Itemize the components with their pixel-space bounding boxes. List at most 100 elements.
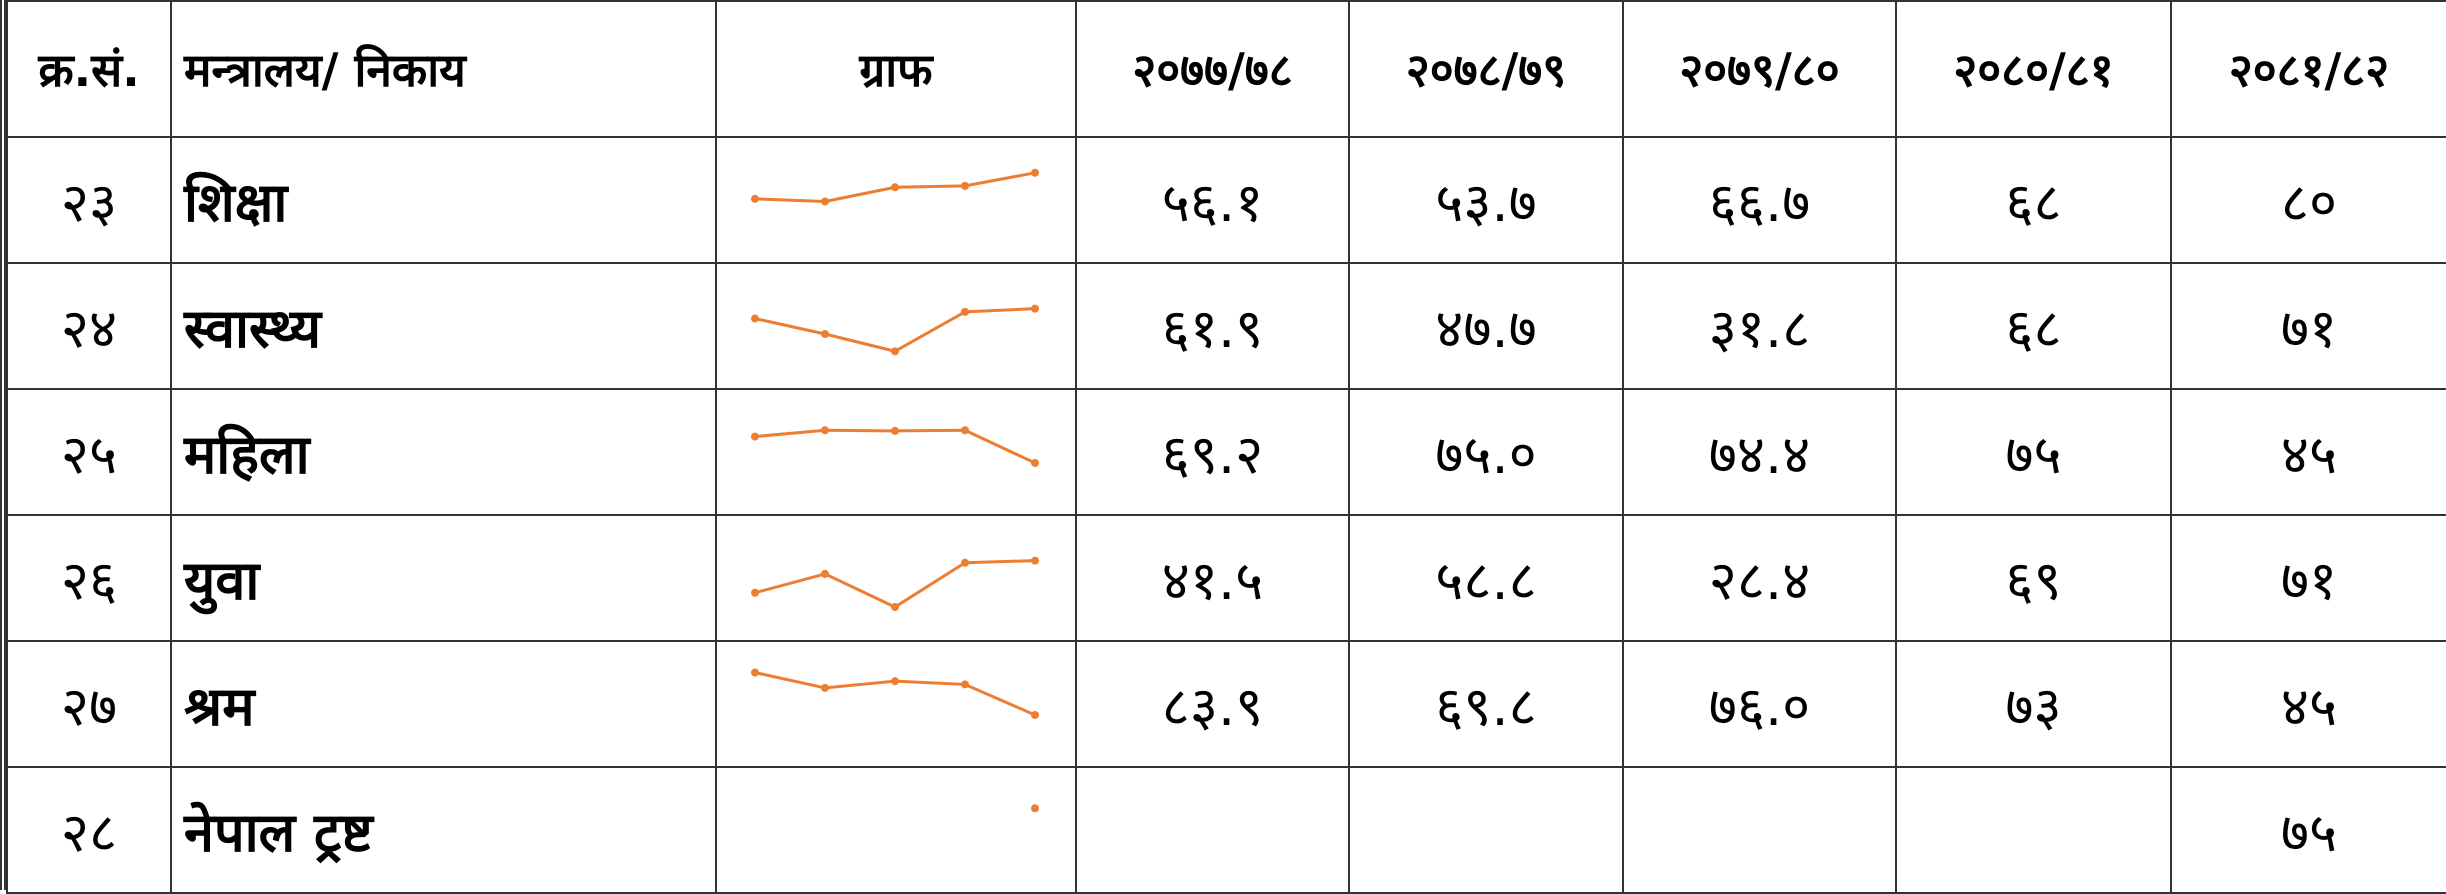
value-cell: ६६.७ — [1622, 136, 1897, 264]
value-cell: ७६.० — [1622, 640, 1897, 768]
graph-cell — [715, 262, 1077, 390]
value-cell: ५६.१ — [1075, 136, 1350, 264]
spark-point — [1031, 556, 1039, 565]
graph-cell — [715, 136, 1077, 264]
spark-point — [891, 603, 899, 612]
value-cell: ७५.० — [1348, 388, 1624, 516]
serial-cell: २३ — [6, 136, 172, 264]
name-cell: शिक्षा — [170, 136, 717, 264]
value-cell: ६८ — [1895, 262, 2172, 390]
table-row: २७ श्रम ८३.९ ६९.८ ७६.० ७३ ४५ — [6, 640, 2446, 768]
header-cell: ग्राफ — [715, 0, 1077, 138]
name-cell: स्वास्थ्य — [170, 262, 717, 390]
spark-point — [751, 668, 759, 677]
value-cell: ७१ — [2170, 514, 2446, 642]
serial-cell: २४ — [6, 262, 172, 390]
graph-cell — [715, 640, 1077, 768]
spark-point — [821, 426, 829, 435]
serial-cell: २८ — [6, 766, 172, 894]
spark-point — [751, 432, 759, 441]
table-row: २३ शिक्षा ५६.१ ५३.७ ६६.७ ६८ ८० — [6, 136, 2446, 264]
table-row: २४ स्वास्थ्य ६१.९ ४७.७ ३१.८ ६८ ७१ — [6, 262, 2446, 390]
value-cell: ६१.९ — [1075, 262, 1350, 390]
spark-point — [821, 197, 829, 206]
spark-point — [1031, 304, 1039, 313]
table-row: २६ युवा ४१.५ ५८.८ २८.४ ६९ ७१ — [6, 514, 2446, 642]
sparkline — [1031, 804, 1039, 813]
header-cell: २०८१/८२ — [2170, 0, 2446, 138]
spark-point — [891, 677, 899, 686]
value-cell: ५८.८ — [1348, 514, 1624, 642]
spark-point — [751, 588, 759, 597]
value-cell — [1622, 766, 1897, 894]
name-cell: श्रम — [170, 640, 717, 768]
value-cell: ३१.८ — [1622, 262, 1897, 390]
spark-point — [891, 347, 899, 356]
spark-point — [961, 181, 969, 190]
header-row: क्र.सं. मन्त्रालय/ निकाय ग्राफ २०७७/७८ २०७८/… — [6, 0, 2446, 138]
table-row: २५ महिला ६९.२ ७५.० ७४.४ ७५ ४५ — [6, 388, 2446, 516]
header-cell: २०८०/८१ — [1895, 0, 2172, 138]
header-cell: क्र.सं. — [6, 0, 172, 138]
spark-point — [821, 569, 829, 578]
value-cell: ८३.९ — [1075, 640, 1350, 768]
spark-point — [961, 558, 969, 567]
value-cell: ८० — [2170, 136, 2446, 264]
value-cell — [1348, 766, 1624, 894]
value-cell: ६९.२ — [1075, 388, 1350, 516]
spark-point — [961, 426, 969, 435]
spark-point — [1031, 168, 1039, 177]
table-body: २३ शिक्षा ५६.१ ५३.७ ६६.७ ६८ ८० २४ स्वास्थ्य ६१.९ ४… — [6, 136, 2446, 894]
value-cell: ७५ — [2170, 766, 2446, 894]
value-cell: ७४.४ — [1622, 388, 1897, 516]
spark-line — [754, 307, 1036, 353]
sparkline — [751, 668, 1039, 719]
graph-cell — [715, 514, 1077, 642]
name-cell: नेपाल ट्रष्ट — [170, 766, 717, 894]
spark-point — [1031, 804, 1039, 813]
sparkline — [751, 426, 1039, 467]
graph-cell — [715, 766, 1077, 894]
spark-line — [754, 559, 1036, 609]
header-cell: मन्त्रालय/ निकाय — [170, 0, 717, 138]
graph-cell — [715, 388, 1077, 516]
value-cell: ७५ — [1895, 388, 2172, 516]
value-cell — [1895, 766, 2172, 894]
value-cell: २८.४ — [1622, 514, 1897, 642]
value-cell: ४१.५ — [1075, 514, 1350, 642]
value-cell: ६९ — [1895, 514, 2172, 642]
value-cell — [1075, 766, 1350, 894]
serial-cell: २५ — [6, 388, 172, 516]
sparkline — [751, 168, 1039, 206]
sparkline — [751, 304, 1039, 356]
value-cell: ७१ — [2170, 262, 2446, 390]
header-cell: २०७७/७८ — [1075, 0, 1350, 138]
value-cell: ४५ — [2170, 388, 2446, 516]
spark-point — [1031, 710, 1039, 719]
name-cell: महिला — [170, 388, 717, 516]
spark-point — [961, 307, 969, 316]
spark-point — [751, 194, 759, 203]
value-cell: ७३ — [1895, 640, 2172, 768]
name-cell: युवा — [170, 514, 717, 642]
value-cell: ५३.७ — [1348, 136, 1624, 264]
spark-point — [1031, 458, 1039, 467]
value-cell: ६८ — [1895, 136, 2172, 264]
header-cell: २०७८/७९ — [1348, 0, 1624, 138]
data-table: क्र.सं. मन्त्रालय/ निकाय ग्राफ २०७७/७८ २०७८/… — [6, 0, 2446, 894]
spark-point — [751, 314, 759, 323]
spark-point — [821, 330, 829, 339]
value-cell: ४५ — [2170, 640, 2446, 768]
serial-cell: २६ — [6, 514, 172, 642]
header-cell: २०७९/८० — [1622, 0, 1897, 138]
serial-cell: २७ — [6, 640, 172, 768]
value-cell: ४७.७ — [1348, 262, 1624, 390]
spark-line — [754, 428, 1036, 465]
sparkline — [751, 556, 1039, 612]
value-cell: ६९.८ — [1348, 640, 1624, 768]
table-row: २८ नेपाल ट्रष्ट ७५ — [6, 766, 2446, 894]
spark-point — [821, 683, 829, 692]
spark-point — [891, 426, 899, 435]
spark-point — [961, 680, 969, 689]
